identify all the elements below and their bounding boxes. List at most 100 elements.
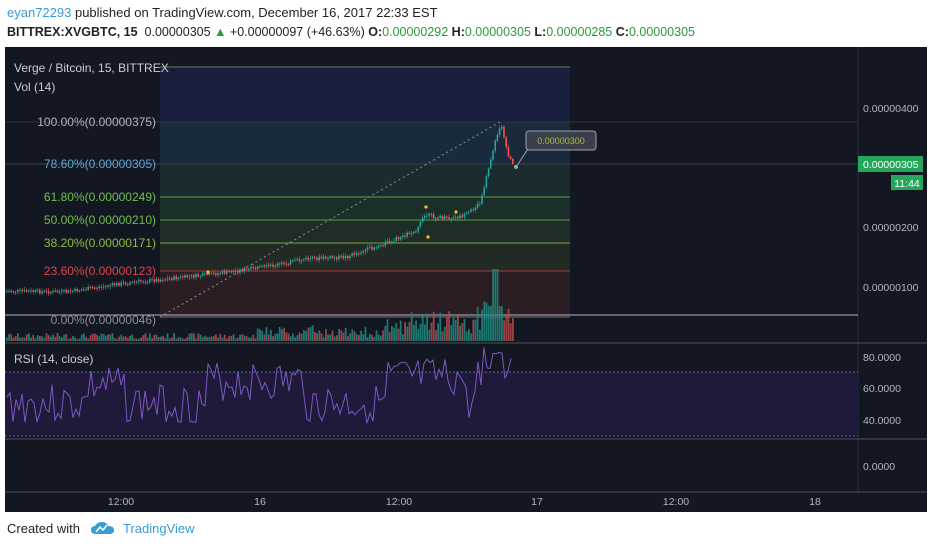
candle (355, 253, 358, 256)
candle (230, 271, 232, 273)
volume-bar (336, 335, 338, 341)
candle (303, 259, 305, 261)
candle (206, 273, 208, 275)
candle (237, 270, 239, 273)
volume-bar (419, 323, 422, 341)
tradingview-link[interactable]: TradingView (123, 521, 195, 536)
chart-canvas[interactable]: 0.00000300 100.00%(0.00000375) 78.60%(0.… (5, 47, 927, 512)
volume-bar (221, 337, 224, 341)
volume-bar (131, 334, 134, 341)
candle (490, 159, 492, 169)
volume-bar (300, 333, 303, 341)
time-tick: 12:00 (108, 496, 134, 508)
legend-rsi[interactable]: RSI (14, close) (14, 352, 94, 366)
volume-bar (212, 335, 215, 341)
candle (452, 217, 455, 219)
volume-bar (14, 336, 17, 341)
volume-bar (113, 337, 116, 341)
volume-bar (177, 337, 180, 341)
legend-main[interactable]: Verge / Bitcoin, 15, BITTREX (14, 61, 169, 75)
volume-bar (437, 323, 439, 341)
candle (241, 269, 243, 272)
volume-bar (344, 327, 347, 341)
legend-volume[interactable]: Vol (14) (14, 80, 56, 94)
candle (457, 216, 459, 219)
candle (342, 255, 345, 259)
candle (450, 218, 452, 220)
volume-bar (362, 334, 365, 341)
volume-bar (509, 323, 512, 341)
volume-bar (217, 337, 219, 341)
candle (338, 255, 340, 260)
candle (285, 263, 287, 265)
volume-bar (102, 334, 105, 341)
candle (479, 203, 481, 205)
candle (186, 275, 188, 278)
volume-bar (118, 336, 120, 341)
candle (135, 281, 138, 283)
volume-bar (496, 269, 499, 341)
price-change: +0.00000097 (+46.63%) (229, 25, 365, 39)
candle (122, 282, 125, 284)
candle (72, 290, 74, 292)
fib-label-000: 0.00%(0.00000046) (51, 313, 156, 327)
candle (454, 216, 457, 218)
candle (261, 265, 263, 267)
candle (393, 241, 395, 243)
candle (171, 278, 173, 280)
volume-bar (503, 320, 505, 341)
volume-bar (283, 327, 285, 341)
volume-bar (94, 333, 96, 341)
volume-bar (331, 330, 334, 341)
candle (179, 276, 182, 278)
candle (498, 128, 501, 135)
rsi-tick: 40.0000 (863, 415, 901, 427)
candle (83, 289, 85, 291)
volume-bar (74, 337, 76, 341)
volume-bar (490, 305, 492, 341)
volume-bar (160, 336, 162, 341)
volume-bar (443, 326, 446, 341)
candle (256, 266, 259, 269)
candle (459, 215, 461, 219)
chart-area[interactable]: 0.00000300 100.00%(0.00000375) 78.60%(0.… (5, 47, 927, 512)
candle (362, 251, 364, 253)
candle (501, 126, 503, 129)
candle (366, 247, 369, 250)
candle (358, 253, 360, 255)
candle (485, 176, 488, 188)
candle (30, 290, 32, 292)
volume-bar (320, 333, 323, 341)
volume-series (6, 269, 514, 341)
volume-bar (69, 338, 72, 341)
volume-bar (166, 333, 169, 341)
candle (67, 290, 70, 293)
author-link[interactable]: eyan72293 (7, 5, 72, 20)
volume-bar (377, 334, 380, 341)
volume-bar (100, 333, 103, 341)
candle (162, 279, 164, 281)
callout-box[interactable] (525, 130, 597, 151)
volume-bar (454, 319, 457, 341)
candle (347, 256, 349, 259)
candle (382, 245, 384, 247)
volume-bar (267, 334, 270, 341)
candle (144, 282, 147, 284)
volume-bar (36, 335, 39, 341)
candle (351, 253, 353, 256)
volume-bar (307, 327, 310, 341)
candle (54, 290, 56, 292)
last-price-tag (858, 156, 923, 172)
publish-header: eyan72293 published on TradingView.com, … (7, 5, 438, 20)
candle (120, 282, 122, 286)
candle (406, 232, 408, 237)
volume-bar (382, 330, 384, 341)
candle (443, 216, 446, 220)
fib-label-618: 61.80%(0.00000249) (44, 190, 156, 204)
volume-bar (450, 324, 453, 341)
candle (386, 240, 389, 243)
volume-bar (292, 333, 294, 341)
candle (65, 290, 67, 293)
volume-bar (78, 338, 81, 341)
candle (50, 291, 52, 294)
